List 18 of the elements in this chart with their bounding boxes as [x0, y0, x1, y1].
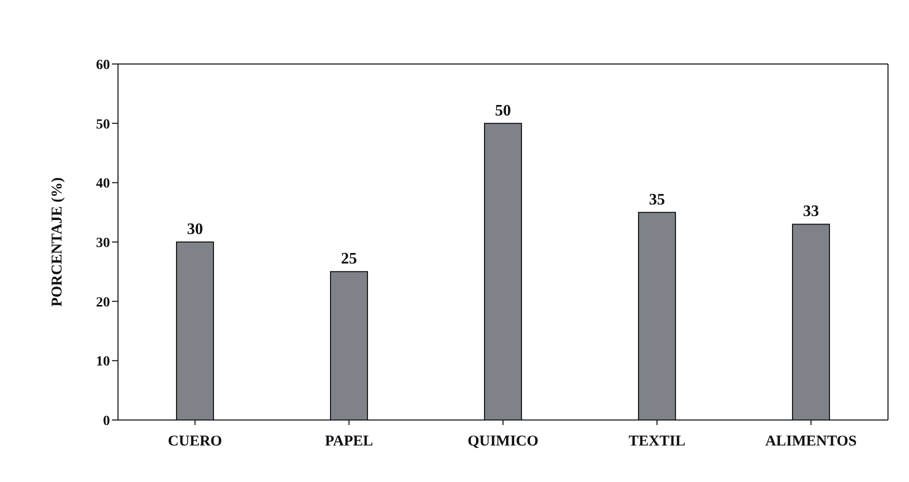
y-tick-label: 60 [96, 58, 110, 73]
data-label: 35 [649, 191, 665, 208]
x-tick-label: ALIMENTOS [765, 434, 857, 450]
data-label: 33 [803, 203, 819, 220]
y-axis-title: PORCENTAJE (%) [49, 177, 66, 307]
x-tick-label: PAPEL [324, 434, 374, 450]
y-tick-label: 50 [96, 117, 110, 132]
y-tick-label: 30 [96, 236, 110, 251]
y-tick-label: 10 [96, 354, 110, 370]
y-tick-label: 20 [96, 295, 110, 310]
x-tick-label: QUIMICO [468, 434, 538, 450]
x-tick-label: TEXTIL [628, 434, 686, 450]
data-label: 50 [495, 102, 511, 120]
data-label: 25 [341, 250, 357, 268]
data-label: 30 [187, 221, 203, 238]
x-tick-label: CUERO [168, 434, 222, 450]
y-tick-label: 0 [103, 414, 110, 429]
y-tick-label: 40 [96, 176, 110, 192]
